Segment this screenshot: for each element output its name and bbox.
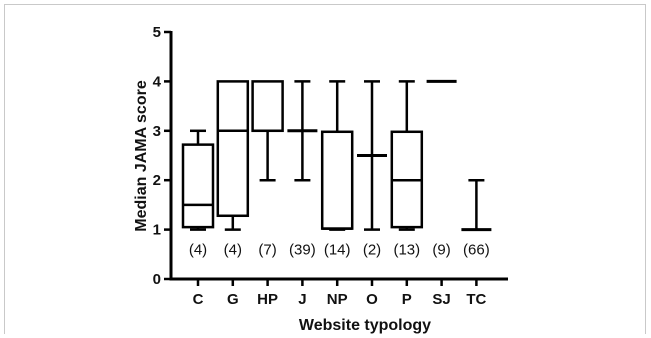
sample-size-label: (2) <box>363 241 381 258</box>
iqr-box <box>181 143 215 229</box>
y-tick-label: 0 <box>153 271 161 288</box>
y-tick-label: 1 <box>153 222 161 239</box>
x-tick-label: TC <box>466 291 486 308</box>
y-tick-label: 2 <box>153 172 161 189</box>
x-tick-label: O <box>366 291 378 308</box>
sample-size-label: (14) <box>324 241 351 258</box>
sample-size-label: (7) <box>258 241 276 258</box>
y-tick-label: 5 <box>153 24 161 41</box>
y-axis-title: Median JAMA score <box>133 80 150 232</box>
y-tick-label: 4 <box>153 73 162 90</box>
sample-size-label: (4) <box>189 241 207 258</box>
sample-size-label: (13) <box>393 241 420 258</box>
sample-size-label: (9) <box>432 241 450 258</box>
x-tick-label: NP <box>327 291 348 308</box>
x-tick-label: SJ <box>432 291 450 308</box>
plot-area: 0 1 2 3 4 5 C (4) G (4) HP (7) J (39) NP (14) O (2) P (13) S… <box>153 24 508 308</box>
sample-size-label: (39) <box>289 241 316 258</box>
iqr-box <box>320 130 354 230</box>
x-tick-label: C <box>193 291 204 308</box>
x-tick-label: J <box>298 291 306 308</box>
iqr-box <box>216 80 250 218</box>
x-tick-label: P <box>402 291 412 308</box>
sample-size-label: (66) <box>463 241 490 258</box>
figure-frame <box>4 4 646 334</box>
x-tick-label: G <box>227 291 239 308</box>
iqr-box <box>251 80 284 133</box>
sample-size-label: (4) <box>224 241 242 258</box>
y-tick-label: 3 <box>153 123 161 140</box>
x-axis-title: Website typology <box>299 317 431 334</box>
x-tick-label: HP <box>257 291 278 308</box>
